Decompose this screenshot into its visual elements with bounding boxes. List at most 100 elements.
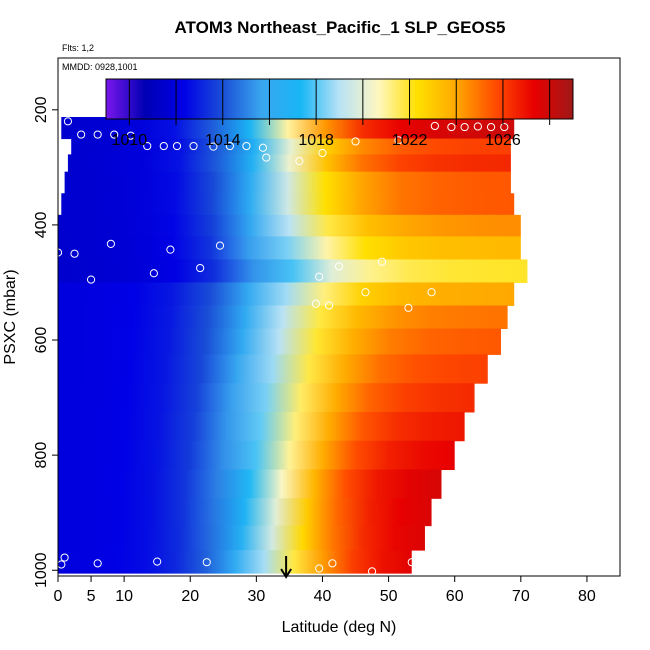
data-point — [311, 299, 320, 308]
data-point — [394, 136, 403, 145]
heatmap-row — [58, 440, 455, 471]
heatmap-row — [58, 282, 515, 306]
data-point — [486, 122, 496, 132]
colorbar-tick-label: 1010 — [112, 132, 148, 149]
data-point — [315, 564, 324, 573]
y-axis: 200 400 600 800 1000 — [33, 96, 58, 588]
x-tick-label: 60 — [446, 588, 464, 605]
data-point — [202, 558, 211, 567]
data-point — [318, 148, 327, 158]
data-point — [361, 288, 370, 297]
colorbar-tick-label: 1018 — [298, 132, 334, 149]
colorbar-tick-label: 1014 — [205, 132, 241, 149]
arrow-head — [280, 568, 292, 579]
heatmap-layer — [58, 91, 528, 574]
data-point — [93, 130, 102, 139]
plot-frame — [57, 57, 621, 577]
x-tick-label: 10 — [115, 588, 133, 605]
heatmap-row — [58, 411, 465, 442]
data-point — [473, 122, 482, 131]
heatmap-row — [61, 193, 515, 216]
data-point — [63, 117, 73, 126]
data-point — [225, 141, 235, 151]
data-point — [351, 137, 360, 146]
data-point — [172, 141, 182, 151]
heatmap-row — [58, 383, 475, 413]
heatmap-row — [58, 550, 412, 574]
data-point — [209, 142, 218, 151]
colorbar: 1010 1014 1018 1022 1026 — [105, 78, 574, 149]
data-point — [258, 143, 268, 152]
x-tick-label: 5 — [87, 588, 96, 605]
heatmap-row — [58, 469, 442, 499]
data-point — [166, 245, 175, 254]
data-point — [324, 301, 334, 310]
x-tick-label: 70 — [512, 588, 530, 605]
heatmap-row — [58, 525, 425, 551]
data-point — [143, 141, 152, 151]
x-tick-label: 20 — [181, 588, 199, 605]
y-tick-label: 800 — [33, 442, 50, 469]
data-point — [196, 263, 205, 273]
heatmap-row — [58, 259, 528, 283]
heatmap-row — [67, 154, 511, 173]
heatmap-row — [58, 236, 521, 260]
data-point — [427, 288, 436, 297]
data-point — [60, 553, 69, 562]
data-point — [377, 257, 387, 266]
data-point — [430, 121, 439, 131]
data-point — [153, 557, 162, 566]
colorbar-tick-label: 1026 — [485, 132, 521, 149]
data-point — [242, 141, 251, 151]
data-point — [159, 141, 168, 151]
y-tick-label: 200 — [33, 96, 50, 123]
data-point — [500, 122, 509, 132]
data-point — [328, 559, 337, 568]
data-point — [58, 560, 66, 569]
flights-label: Flts: 1,2 — [62, 43, 95, 53]
x-tick-label: 0 — [54, 588, 63, 605]
data-point — [70, 249, 79, 258]
x-tick-label: 50 — [380, 588, 398, 605]
data-point — [295, 156, 304, 166]
data-point — [315, 272, 324, 281]
colorbar-gradient — [105, 78, 574, 120]
heatmap-row — [58, 328, 501, 355]
data-point — [334, 262, 344, 271]
data-point — [262, 153, 271, 162]
y-tick-label: 400 — [33, 211, 50, 238]
data-point — [77, 130, 86, 139]
x-tick-label: 80 — [578, 588, 596, 605]
data-point — [126, 131, 135, 140]
x-tick-label: 40 — [314, 588, 332, 605]
heatmap-row — [58, 354, 488, 384]
heatmap-row — [58, 214, 521, 237]
data-point — [110, 130, 119, 139]
y-tick-label: 1000 — [33, 552, 50, 588]
data-point — [447, 122, 456, 132]
heatmap-row — [61, 116, 515, 140]
data-point — [460, 122, 469, 132]
data-point — [367, 567, 377, 576]
data-point — [404, 303, 413, 312]
data-point — [86, 275, 96, 284]
x-axis: 0 5 10 20 30 40 50 60 70 80 — [54, 576, 596, 605]
data-point — [189, 141, 198, 151]
data-point — [106, 239, 115, 249]
chart-title: ATOM3 Northeast_Pacific_1 SLP_GEOS5 — [174, 18, 506, 37]
data-point — [407, 558, 416, 567]
x-axis-label: Latitude (deg N) — [282, 619, 397, 636]
y-tick-label: 600 — [33, 327, 50, 354]
heatmap-row — [58, 498, 432, 527]
data-point — [149, 269, 158, 278]
x-tick-label: 30 — [247, 588, 265, 605]
data-point — [93, 559, 102, 568]
y-axis-label: PSXC (mbar) — [2, 269, 19, 364]
data-point — [215, 241, 225, 250]
dates-label: MMDD: 0928,1001 — [62, 62, 138, 72]
colorbar-tick-label: 1022 — [392, 132, 428, 149]
heatmap-row — [58, 305, 508, 330]
heatmap-row — [64, 171, 511, 194]
arrow-marker — [280, 556, 292, 579]
